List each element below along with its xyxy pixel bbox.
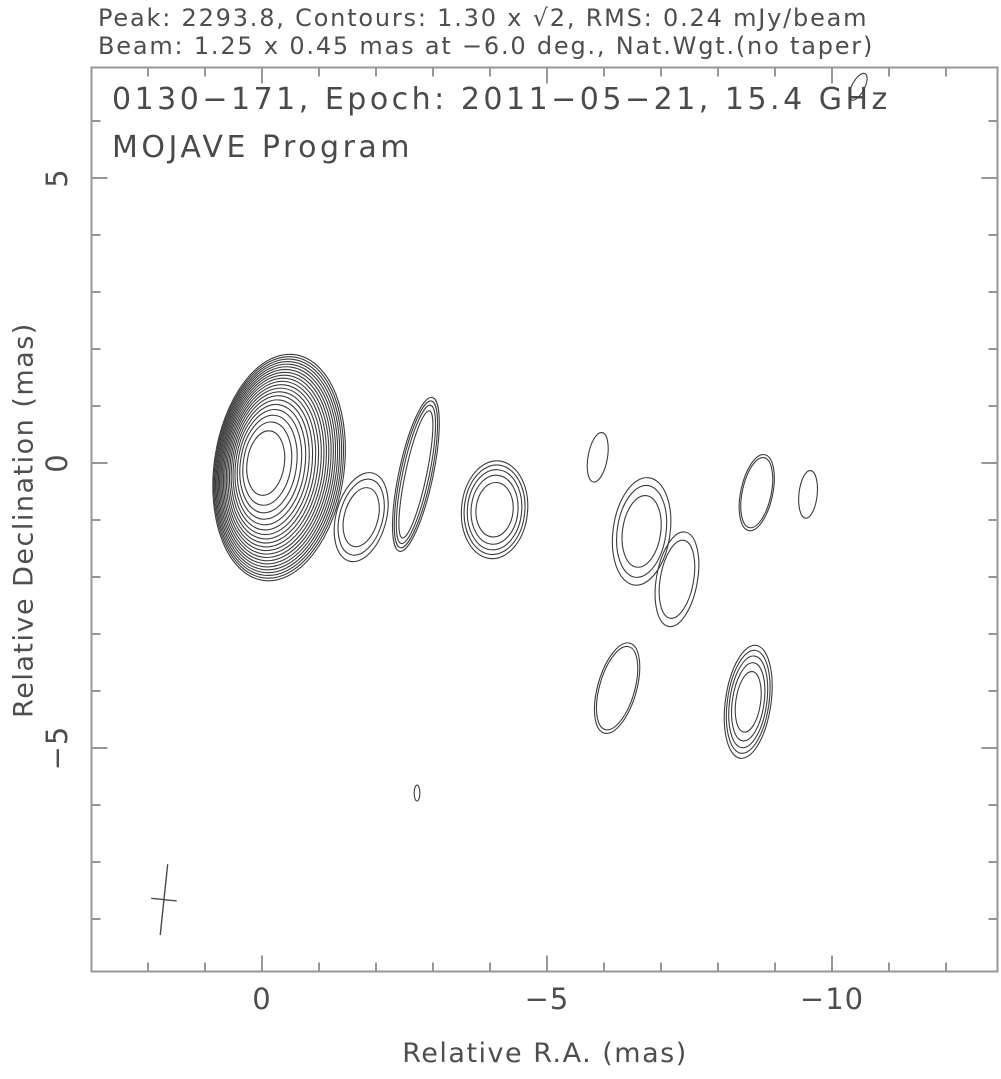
contour-line bbox=[616, 484, 668, 578]
contour-line bbox=[230, 395, 314, 536]
y-tick-label-minus5: −5 bbox=[40, 725, 74, 771]
beam-minor-axis bbox=[151, 897, 177, 902]
contour-line bbox=[236, 408, 303, 520]
contour-line bbox=[213, 356, 345, 579]
beam-info-text: Beam: 1.25 x 0.45 mas at −6.0 deg., Nat.… bbox=[98, 32, 875, 60]
contour-line bbox=[225, 384, 322, 548]
contour-line bbox=[391, 396, 440, 552]
contour-line bbox=[337, 478, 385, 556]
contour-line bbox=[333, 472, 389, 563]
contour-line bbox=[586, 431, 609, 483]
x-tick-label-minus5: −5 bbox=[524, 982, 570, 1016]
contour-line bbox=[463, 464, 526, 556]
contour-line bbox=[234, 403, 307, 526]
contour-line bbox=[723, 644, 773, 759]
contour-line bbox=[730, 662, 766, 742]
contour-line bbox=[215, 361, 341, 574]
contour-line bbox=[611, 477, 672, 586]
contour-line bbox=[218, 368, 334, 565]
contour-line bbox=[475, 481, 514, 538]
contour-line bbox=[246, 430, 286, 496]
contour-line bbox=[595, 645, 639, 731]
contour-line bbox=[222, 377, 327, 555]
program-subtitle: MOJAVE Program bbox=[112, 130, 414, 165]
contour-component-knot-9p6mas bbox=[798, 469, 819, 519]
contour-line bbox=[212, 353, 346, 582]
contour-line bbox=[217, 366, 337, 568]
contour-line bbox=[393, 400, 439, 549]
contour-line bbox=[654, 531, 700, 628]
contour-line bbox=[224, 380, 325, 552]
contour-component-south-knot-b bbox=[723, 644, 773, 759]
contour-line bbox=[470, 474, 519, 545]
axes-box-and-ticks bbox=[90, 66, 999, 973]
y-tick-label-5: 5 bbox=[40, 168, 74, 188]
contour-line bbox=[395, 404, 437, 545]
beam-major-axis bbox=[159, 864, 169, 936]
contour-lines bbox=[212, 72, 868, 802]
contour-component-knot-8p7mas bbox=[738, 454, 775, 532]
contour-line bbox=[466, 469, 523, 551]
x-axis-label: Relative R.A. (mas) bbox=[402, 1038, 688, 1069]
contour-line bbox=[460, 460, 529, 560]
contour-line bbox=[398, 410, 434, 539]
beam-cross-marker bbox=[151, 864, 177, 936]
contour-line bbox=[728, 655, 769, 749]
contour-component-speck-south bbox=[413, 784, 421, 802]
contour-line bbox=[725, 649, 771, 754]
contour-line bbox=[740, 456, 774, 529]
beam-cross bbox=[151, 864, 177, 936]
contour-line bbox=[221, 374, 330, 559]
contour-component-south-knot-a bbox=[593, 642, 641, 734]
peak-contours-rms-text: Peak: 2293.8, Contours: 1.30 x √2, RMS: … bbox=[98, 4, 869, 32]
contour-line bbox=[239, 414, 298, 514]
contour-line bbox=[658, 539, 696, 619]
contour-component-knot-6p7mas bbox=[611, 477, 672, 586]
contour-line bbox=[227, 387, 320, 544]
y-tick-label-0: 0 bbox=[40, 453, 74, 473]
contour-line bbox=[232, 399, 310, 531]
contour-component-jet-finger bbox=[391, 396, 440, 552]
contour-component-knot-6mas-upper bbox=[586, 431, 609, 483]
source-epoch-title: 0130−171, Epoch: 2011−05−21, 15.4 GHz bbox=[112, 82, 891, 117]
contour-component-core bbox=[212, 353, 346, 582]
contour-component-knot-7p3mas bbox=[654, 531, 700, 628]
contour-component-inner-jet-blob bbox=[333, 472, 389, 563]
x-tick-label-0: 0 bbox=[252, 982, 272, 1016]
contour-component-knot-4mas bbox=[460, 460, 529, 560]
contour-line bbox=[216, 363, 339, 571]
contour-line bbox=[798, 469, 819, 519]
contour-line bbox=[214, 358, 343, 577]
contour-line bbox=[734, 670, 762, 733]
contour-line bbox=[228, 391, 317, 540]
contour-line bbox=[220, 371, 332, 562]
contour-line bbox=[621, 495, 662, 568]
plot-box bbox=[90, 66, 999, 973]
contour-line bbox=[242, 421, 293, 506]
contour-line bbox=[413, 784, 421, 802]
y-axis-label: Relative Declination (mas) bbox=[8, 322, 40, 718]
contour-line bbox=[342, 487, 380, 548]
contour-line bbox=[738, 454, 775, 532]
contour-line bbox=[593, 642, 641, 734]
x-tick-label-minus10: −10 bbox=[799, 982, 865, 1016]
